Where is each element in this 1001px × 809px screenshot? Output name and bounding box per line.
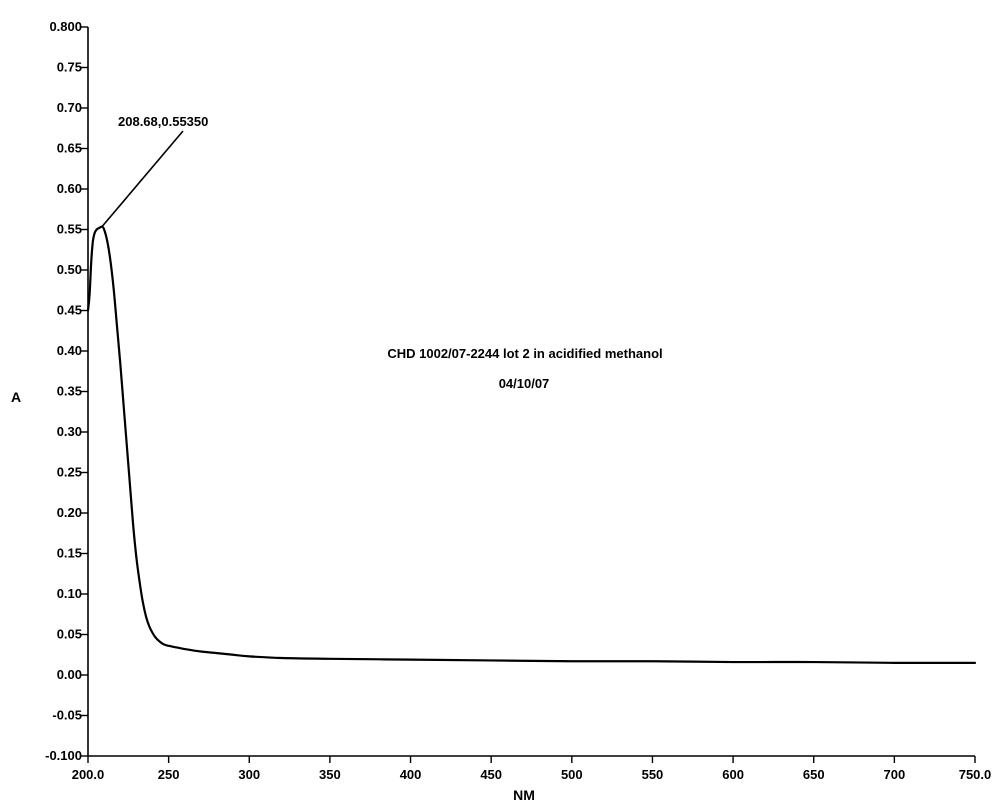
y-tick-label: 0.15 bbox=[57, 546, 82, 561]
x-tick-label: 300 bbox=[238, 767, 260, 782]
y-tick-label: 0.65 bbox=[57, 141, 82, 156]
x-tick-label: 450 bbox=[480, 767, 502, 782]
y-tick-label: 0.60 bbox=[57, 181, 82, 196]
y-tick-label: 0.50 bbox=[57, 262, 82, 277]
y-tick-label: -0.05 bbox=[52, 708, 82, 723]
chart-subtitle: 04/10/07 bbox=[499, 376, 550, 391]
x-axis-label: NM bbox=[513, 787, 535, 803]
x-tick-label: 200.0 bbox=[72, 767, 105, 782]
x-tick-label: 500 bbox=[561, 767, 583, 782]
y-tick-label: 0.55 bbox=[57, 222, 82, 237]
series-line bbox=[86, 225, 977, 665]
y-tick-label: -0.100 bbox=[45, 748, 82, 763]
y-tick-label: 0.35 bbox=[57, 384, 82, 399]
y-tick-label: 0.45 bbox=[57, 303, 82, 318]
x-tick-label: 250 bbox=[158, 767, 180, 782]
y-tick-label: 0.30 bbox=[57, 424, 82, 439]
y-tick-label: 0.70 bbox=[57, 100, 82, 115]
y-tick-label: 0.10 bbox=[57, 586, 82, 601]
y-tick-label: 0.00 bbox=[57, 667, 82, 682]
x-tick-label: 400 bbox=[400, 767, 422, 782]
x-tick-label: 650 bbox=[803, 767, 825, 782]
y-tick-label: 0.75 bbox=[57, 60, 82, 75]
y-tick-label: 0.40 bbox=[57, 343, 82, 358]
x-tick-label: 550 bbox=[642, 767, 664, 782]
y-axis-label: A bbox=[11, 389, 21, 405]
chart-title: CHD 1002/07-2244 lot 2 in acidified meth… bbox=[387, 346, 662, 361]
x-axis-ticks: 200.0 250 300 350 400 450 500 550 600 650 700 750.0 bbox=[72, 756, 992, 782]
x-tick-label: 750.0 bbox=[959, 767, 992, 782]
y-tick-label: 0.05 bbox=[57, 627, 82, 642]
y-tick-label: 0.800 bbox=[49, 19, 82, 34]
x-tick-label: 600 bbox=[722, 767, 744, 782]
x-tick-label: 350 bbox=[319, 767, 341, 782]
y-tick-label: 0.20 bbox=[57, 505, 82, 520]
x-tick-label: 700 bbox=[884, 767, 906, 782]
y-tick-label: 0.25 bbox=[57, 465, 82, 480]
peak-annotation: 208.68,0.55350 bbox=[118, 114, 208, 129]
peak-leader-line bbox=[101, 130, 184, 228]
y-axis-ticks: -0.100 -0.05 0.00 0.05 0.10 0.15 0.20 0.25 0.30 0… bbox=[45, 19, 88, 763]
